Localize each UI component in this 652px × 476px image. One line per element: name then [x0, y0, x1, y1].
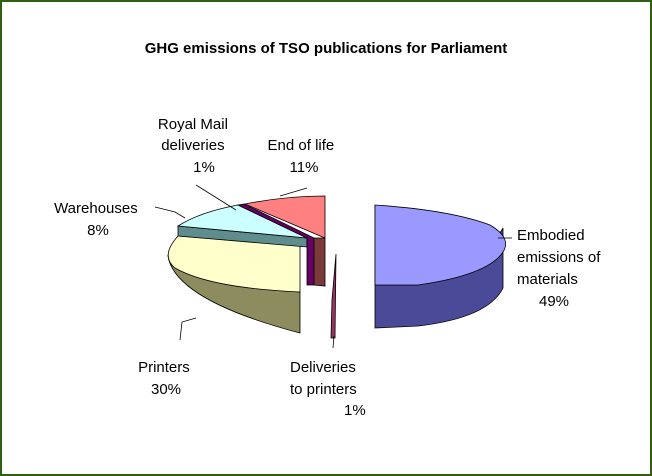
label-deliveries-to-printers: Deliveries to printers 1%: [290, 359, 366, 419]
label-end-of-life: End of life 11%: [268, 137, 339, 176]
label-warehouses: Warehouses 8%: [54, 200, 142, 239]
leader-lines: [154, 184, 512, 349]
pie-slices: [167, 195, 506, 339]
label-royal-mail: Royal Mail deliveries 1%: [158, 116, 232, 176]
slice-deliveries-to-printers: [330, 253, 337, 339]
leader-royal-mail: [195, 184, 237, 211]
slice-end-of-life-side: [313, 237, 326, 287]
leader-printers: [179, 317, 197, 341]
label-printers: Printers 30%: [138, 359, 194, 398]
slice-embodied-top: [374, 204, 506, 286]
label-embodied: Embodied emissions of materials 49%: [517, 227, 605, 310]
leader-end-of-life: [279, 187, 308, 197]
leader-warehouses: [154, 206, 186, 219]
chart-title: GHG emissions of TSO publications for Pa…: [144, 40, 508, 57]
slice-end-of-life-top: [243, 195, 326, 239]
slice-printers-top: [167, 235, 301, 293]
leader-deliveries: [332, 335, 335, 349]
